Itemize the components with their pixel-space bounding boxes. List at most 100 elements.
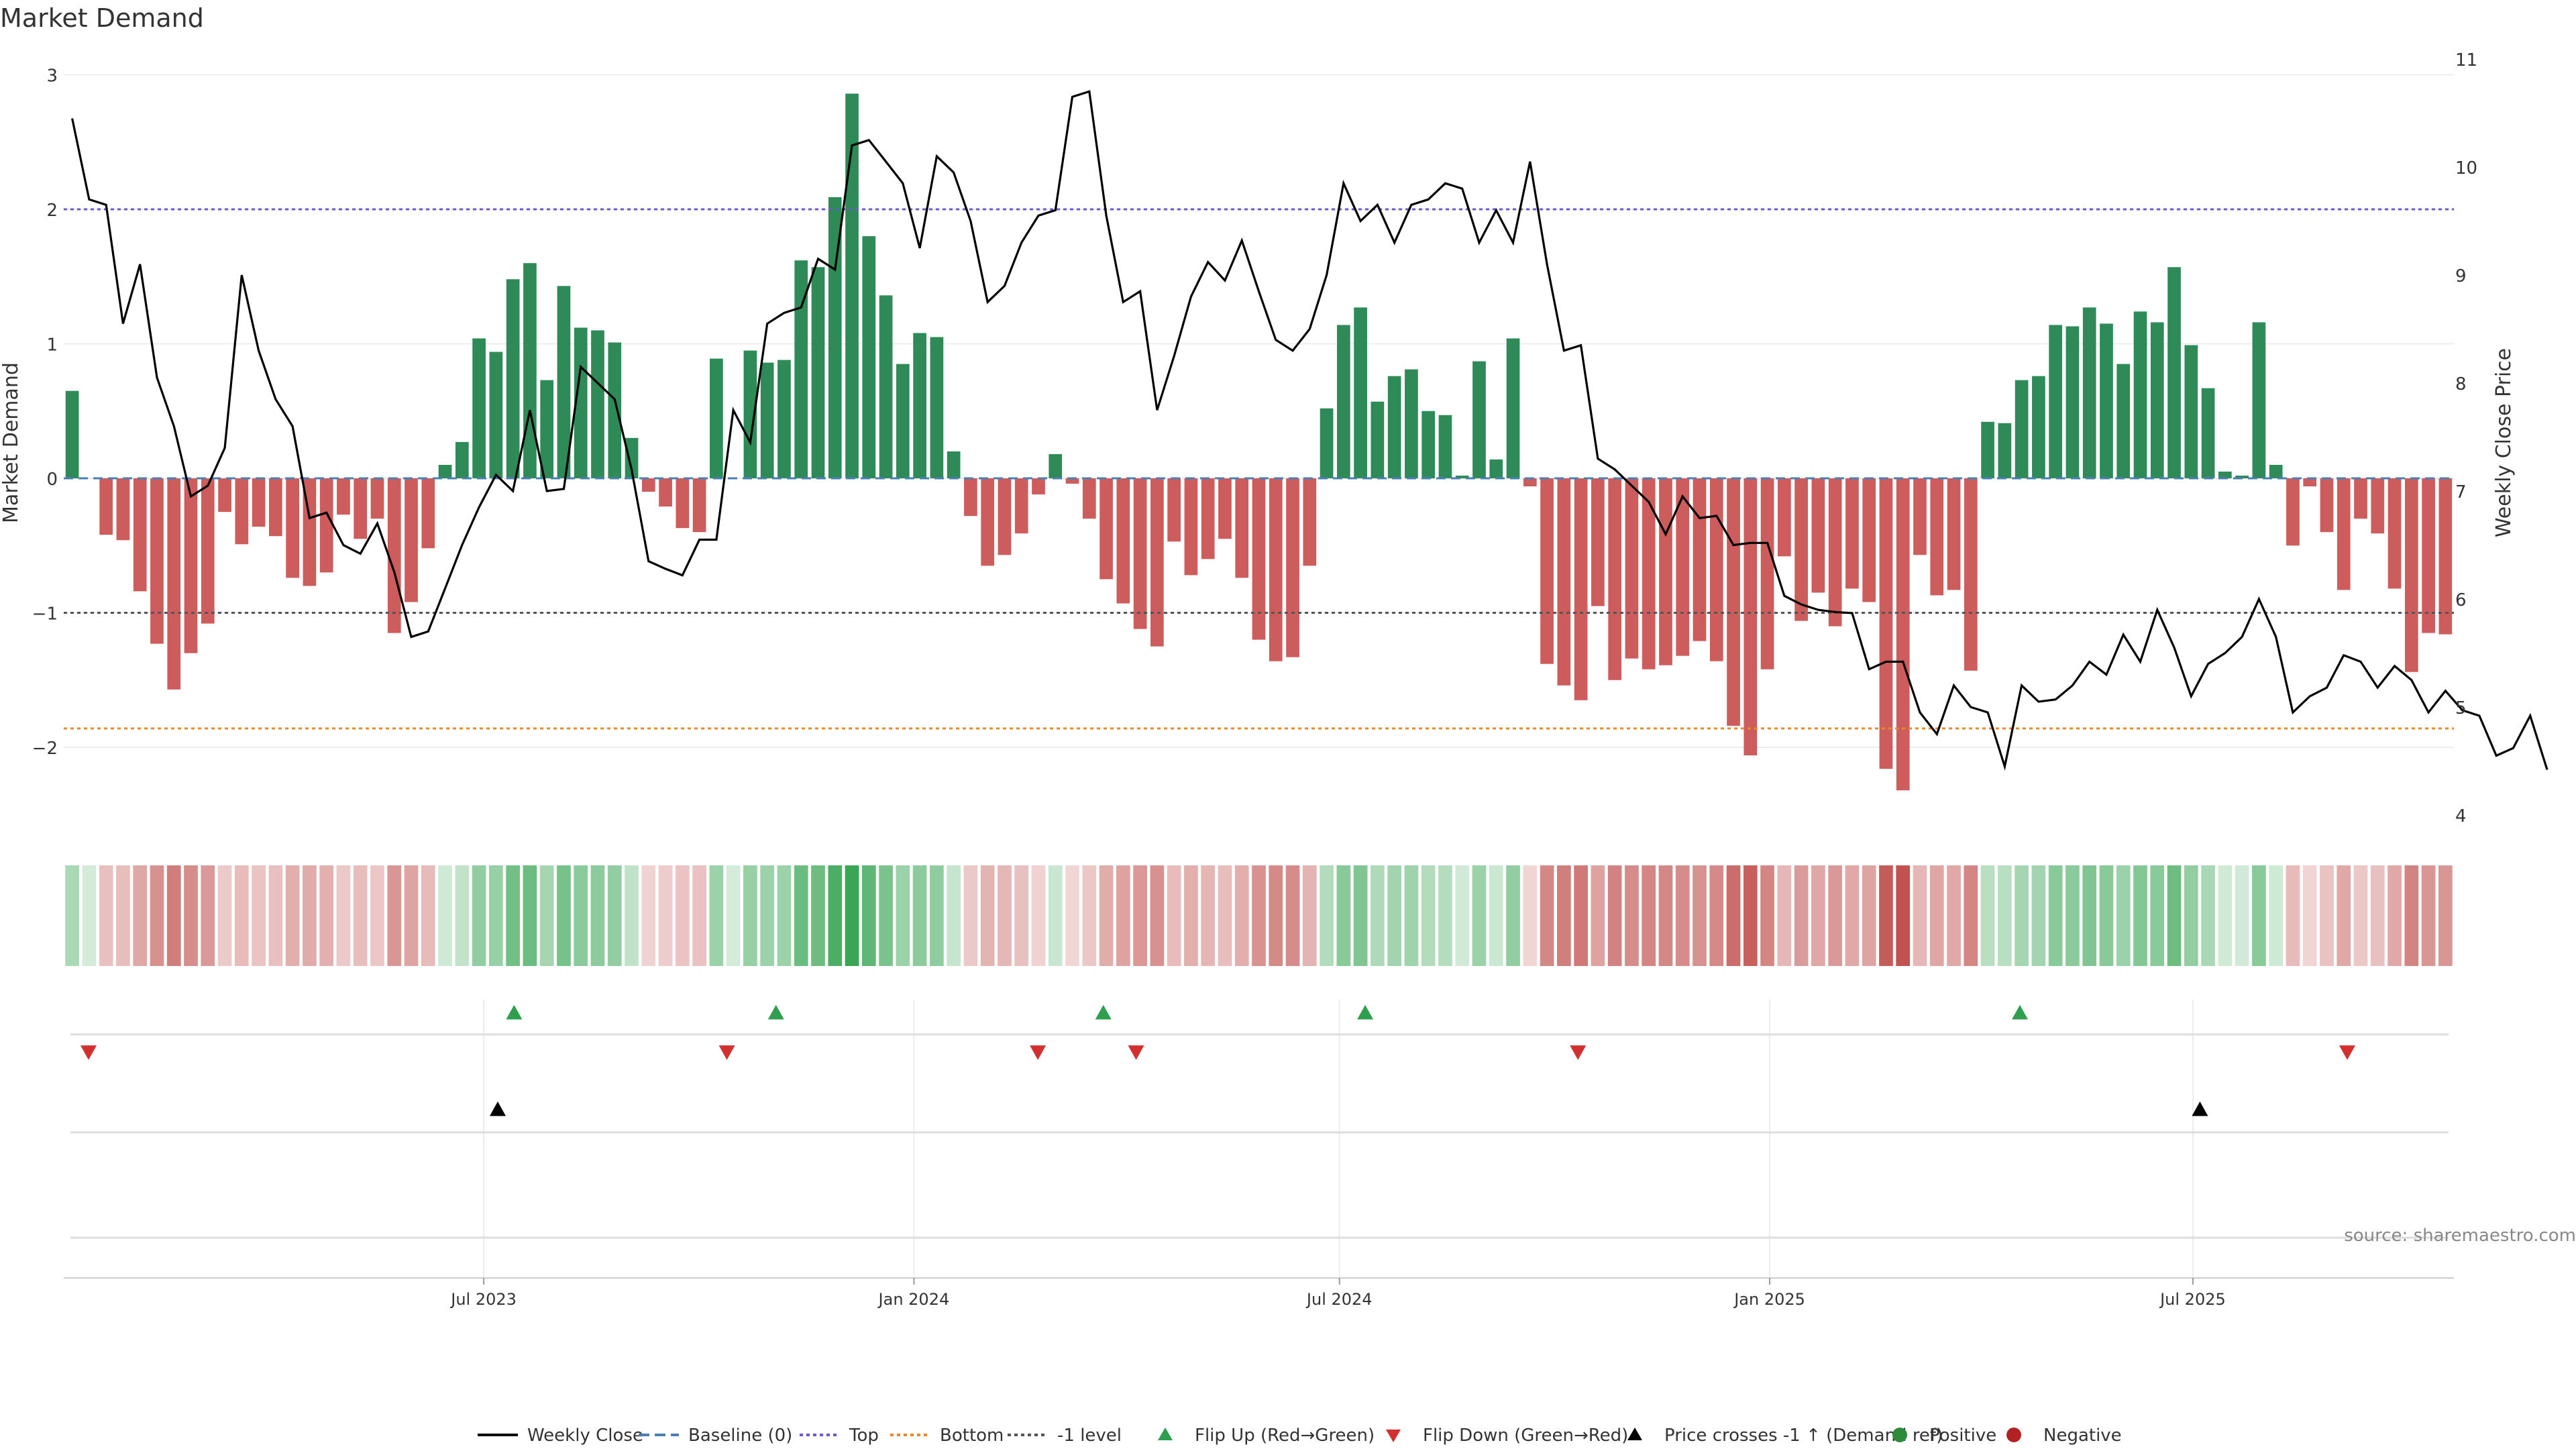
demand-bar <box>1676 478 1690 656</box>
demand-bar <box>286 478 299 578</box>
heat-cell <box>1540 865 1554 966</box>
weekly-close-line <box>71 90 2548 771</box>
legend-item: Flip Down (Green→Red) <box>1386 1426 1628 1446</box>
heat-cell <box>2353 865 2368 966</box>
heat-cell <box>489 865 503 966</box>
heat-cell <box>709 865 724 966</box>
triangle-up-marker <box>1357 1005 1374 1020</box>
heat-cell <box>1285 865 1300 966</box>
heat-cell <box>1523 865 1538 966</box>
y2-axis-label: Weekly Close Price <box>2492 348 2516 537</box>
demand-bar <box>2049 325 2063 478</box>
x-tick-label: Jul 2023 <box>449 1290 517 1309</box>
demand-bar <box>777 360 791 478</box>
heat-cell <box>336 865 351 966</box>
heat-cell <box>1828 865 1843 966</box>
heat-cell <box>1048 865 1063 966</box>
heat-cell <box>455 865 470 966</box>
demand-bar <box>981 478 995 566</box>
heat-cell <box>2218 865 2233 966</box>
heat-cell <box>574 865 588 966</box>
demand-bar <box>2032 376 2045 478</box>
heat-cell <box>641 865 656 966</box>
demand-bar <box>1184 478 1198 576</box>
y2-tick-label: 4 <box>2455 806 2467 826</box>
demand-bar <box>1642 478 1656 669</box>
heat-cell <box>1896 865 1911 966</box>
heat-cell <box>1438 865 1452 966</box>
demand-bar <box>387 478 401 633</box>
legend: Weekly Close Baseline (0) Top Bottom -1 leve… <box>478 1426 2122 1446</box>
heat-cell <box>1116 865 1130 966</box>
heat-cell <box>1675 865 1690 966</box>
heat-cell <box>726 865 741 966</box>
demand-bar <box>2082 307 2096 478</box>
demand-bar <box>1032 478 1045 495</box>
heat-cell <box>692 865 706 966</box>
y2-tick-label: 5 <box>2455 698 2467 718</box>
demand-bar <box>1811 478 1825 593</box>
demand-bar <box>625 437 639 478</box>
demand-bar <box>743 350 757 478</box>
y2-tick-label: 9 <box>2455 266 2467 286</box>
triangle-up-marker <box>1095 1005 1112 1020</box>
demand-bar <box>65 390 79 478</box>
demand-bar <box>1981 421 1994 478</box>
heat-cell <box>99 865 113 966</box>
heat-cell <box>1625 865 1639 966</box>
demand-bar <box>811 267 825 478</box>
demand-bar <box>1455 475 1469 478</box>
legend-label: Flip Up (Red→Green) <box>1195 1426 1375 1446</box>
heat-cell <box>1302 865 1317 966</box>
demand-bar <box>269 478 282 537</box>
heat-cell <box>1133 865 1147 966</box>
heat-cell <box>1387 865 1402 966</box>
heat-cell <box>387 865 402 966</box>
heat-cell <box>1964 865 1978 966</box>
heat-cell <box>2184 865 2198 966</box>
legend-label: Weekly Close <box>527 1426 643 1446</box>
heat-cell <box>2048 865 2063 966</box>
heat-cell <box>353 865 368 966</box>
heat-cell <box>2150 865 2165 966</box>
demand-bar <box>913 333 926 478</box>
heat-cell <box>1642 865 1656 966</box>
y2-tick-label: 7 <box>2455 482 2467 502</box>
x-tick-label: Jul 2024 <box>1305 1290 1373 1309</box>
heat-cell <box>1320 865 1334 966</box>
heat-cell <box>930 865 944 966</box>
y-tick-label: 3 <box>46 66 58 87</box>
heat-cell <box>1201 865 1216 966</box>
demand-bar <box>1608 478 1622 680</box>
heat-cell <box>1353 865 1368 966</box>
legend-item: Negative <box>2006 1426 2122 1446</box>
heat-cell <box>201 865 215 966</box>
heat-cell <box>2404 865 2419 966</box>
demand-bar <box>659 478 672 507</box>
heat-cell <box>1336 865 1351 966</box>
heat-cell <box>2337 865 2351 966</box>
demand-bar <box>1743 478 1758 756</box>
heat-cell <box>980 865 995 966</box>
triangle-down-marker <box>80 1045 97 1060</box>
heat-cell <box>1065 865 1079 966</box>
legend-item: Positive <box>1892 1426 1996 1446</box>
heat-cell <box>828 865 843 966</box>
heat-cell <box>811 865 825 966</box>
heat-cell <box>523 865 537 966</box>
demand-bar <box>99 478 113 535</box>
demand-bar <box>1472 361 1486 478</box>
y-axis: 3 2 1 0 −1 −2 <box>32 66 58 759</box>
heat-cell <box>1913 865 1927 966</box>
heat-cell <box>303 865 317 966</box>
heat-cell <box>1777 865 1792 966</box>
demand-bar <box>1252 478 1266 640</box>
heat-cell <box>252 865 266 966</box>
demand-bar <box>2167 267 2181 478</box>
demand-bar <box>218 478 231 513</box>
heat-cell <box>82 865 97 966</box>
heat-cell <box>1811 865 1825 966</box>
legend-swatch <box>2006 1428 2021 1442</box>
triangle-down-marker <box>1030 1045 1046 1060</box>
demand-bar <box>1354 307 1367 478</box>
